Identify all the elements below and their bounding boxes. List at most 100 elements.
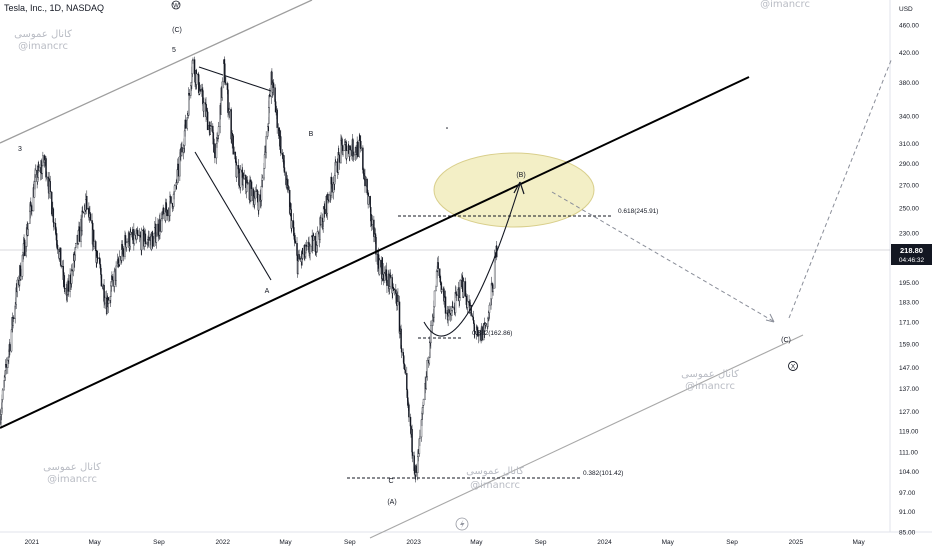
candle-body bbox=[93, 241, 95, 247]
candle-body bbox=[433, 290, 436, 307]
price-tick-label: 420.00 bbox=[899, 50, 919, 57]
countdown-value: 04:46:32 bbox=[899, 257, 925, 264]
candle-body bbox=[324, 208, 326, 215]
candle-body bbox=[5, 364, 7, 368]
price-tick-label: 119.00 bbox=[899, 428, 919, 435]
candle-body bbox=[360, 147, 363, 150]
price-tick-label: 97.00 bbox=[899, 490, 916, 497]
fib-382-mid-label: 0.382(162.86) bbox=[472, 330, 512, 337]
price-tick-label: 127.00 bbox=[899, 409, 919, 416]
candle-body bbox=[411, 451, 414, 456]
watermark-handle-bottomleft: @imancrc bbox=[47, 474, 97, 485]
candle-body bbox=[59, 247, 62, 266]
candle-body bbox=[133, 234, 136, 244]
candle-body bbox=[100, 268, 102, 275]
time-tick-label: 2023 bbox=[406, 539, 421, 546]
candle-body bbox=[422, 398, 425, 406]
candle-body bbox=[272, 82, 275, 88]
candle-body bbox=[466, 301, 469, 308]
candle-body bbox=[100, 274, 103, 287]
watermark-arabic-topleft: کانال عموسی bbox=[14, 29, 72, 40]
candle-body bbox=[327, 199, 330, 202]
candle-body bbox=[108, 300, 110, 304]
candle-body bbox=[129, 234, 131, 247]
candle-body bbox=[430, 325, 432, 344]
candle-body bbox=[236, 165, 238, 178]
candle-body bbox=[338, 154, 341, 163]
candle-body bbox=[474, 330, 476, 332]
time-tick-label: Sep bbox=[153, 539, 165, 546]
candle-body bbox=[437, 262, 439, 269]
candle-body bbox=[23, 239, 26, 256]
symbol-title: Tesla, Inc., 1D, NASDAQ bbox=[4, 3, 105, 13]
candle-body bbox=[316, 231, 319, 246]
candle-body bbox=[20, 276, 22, 280]
candle-body bbox=[34, 169, 37, 175]
candle-body bbox=[375, 237, 377, 255]
price-tick-label: 270.00 bbox=[899, 182, 919, 189]
candle-body bbox=[188, 93, 191, 96]
candle-body bbox=[27, 223, 29, 230]
candle-body bbox=[433, 306, 435, 318]
time-axis[interactable]: 2021 May Sep 2022 May Sep 2023 May Sep 2024 May Sep… bbox=[25, 539, 866, 546]
candle-body bbox=[260, 185, 263, 201]
wave-c-paren-top-label: (C) bbox=[172, 27, 182, 34]
candle-body bbox=[184, 119, 187, 129]
wave-b-paren-label: (B) bbox=[516, 172, 525, 179]
candle-body bbox=[341, 138, 343, 146]
candle-body bbox=[426, 360, 428, 377]
candle-body bbox=[263, 168, 265, 179]
watermark-handle-topleft: @imancrc bbox=[18, 41, 68, 52]
candle-body bbox=[115, 265, 117, 281]
candle-body bbox=[280, 136, 282, 154]
candle-body bbox=[67, 280, 70, 292]
wave-b-label: B bbox=[309, 131, 314, 138]
candle-body bbox=[97, 257, 99, 259]
current-price-value: 218.80 bbox=[900, 246, 923, 255]
candle-body bbox=[10, 329, 13, 352]
candle-body bbox=[177, 163, 180, 177]
candle-body bbox=[334, 161, 337, 163]
candle-body bbox=[155, 236, 158, 243]
candle-body bbox=[463, 281, 465, 297]
candle-body bbox=[148, 236, 150, 241]
price-tick-label: 460.00 bbox=[899, 23, 919, 30]
wave-a-label: A bbox=[265, 288, 270, 295]
candle-body bbox=[12, 317, 15, 319]
price-tick-label: 230.00 bbox=[899, 231, 919, 238]
candle-body bbox=[206, 111, 209, 131]
candle-body bbox=[243, 175, 245, 179]
candle-body bbox=[64, 288, 66, 290]
candle-body bbox=[419, 436, 421, 439]
candle-body bbox=[45, 176, 48, 178]
time-tick-label: May bbox=[852, 539, 865, 546]
candle-body bbox=[309, 245, 311, 254]
candle-body bbox=[78, 226, 81, 242]
candle-body bbox=[313, 235, 315, 241]
price-tick-label: 137.00 bbox=[899, 386, 919, 393]
candle-body bbox=[458, 297, 461, 301]
candle-body bbox=[137, 234, 139, 236]
candle-body bbox=[144, 233, 147, 245]
price-tick-label: 171.00 bbox=[899, 320, 919, 327]
candle-body bbox=[298, 254, 300, 260]
candle-body bbox=[38, 167, 40, 171]
lightning-icon[interactable] bbox=[455, 517, 469, 531]
candle-body bbox=[287, 185, 289, 191]
main-trendline bbox=[0, 76, 750, 429]
candle-body bbox=[382, 274, 385, 281]
wave-c-small-label: C bbox=[388, 478, 393, 485]
price-tick-label: 104.00 bbox=[899, 469, 919, 476]
candle-body bbox=[228, 109, 231, 112]
candle-body bbox=[60, 265, 62, 267]
candle-body bbox=[265, 136, 267, 153]
candle-body bbox=[258, 194, 260, 211]
projection-curve bbox=[423, 183, 521, 337]
time-tick-label: 2025 bbox=[789, 539, 804, 546]
candle-body bbox=[408, 404, 410, 418]
candle-body bbox=[151, 236, 154, 247]
price-tick-label: 91.00 bbox=[899, 509, 916, 516]
candle-body bbox=[31, 210, 33, 212]
